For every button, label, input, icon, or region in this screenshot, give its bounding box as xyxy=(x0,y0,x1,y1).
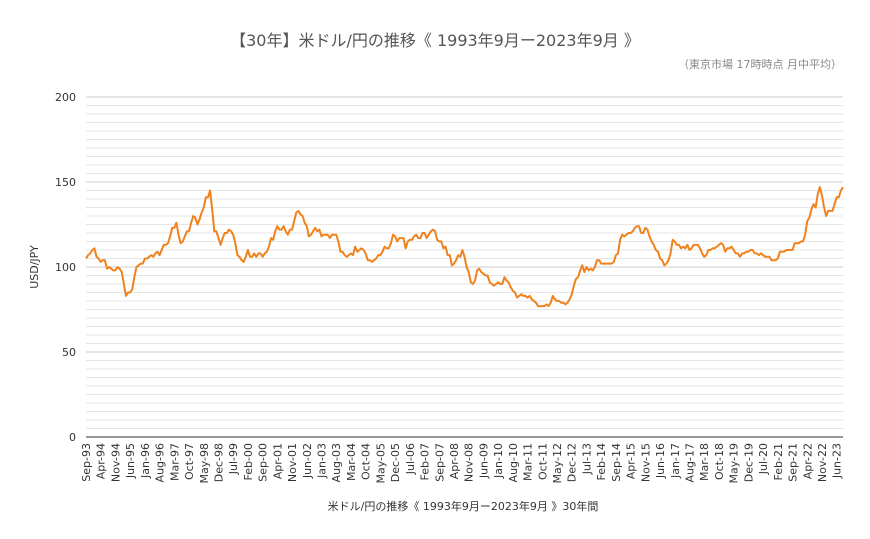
x-tick-label: Oct-04 xyxy=(360,443,373,480)
x-tick-label: Mar-97 xyxy=(168,443,181,481)
x-tick-label: Feb-14 xyxy=(595,443,608,480)
x-tick-label: Aug-96 xyxy=(154,443,167,482)
x-tick-label: Jul-99 xyxy=(227,443,240,475)
x-tick-label: Dec-19 xyxy=(742,443,755,482)
x-tick-label: Aug-03 xyxy=(330,443,343,482)
y-axis-label: USD/JPY xyxy=(28,245,41,289)
x-tick-label: Jun-95 xyxy=(124,443,137,479)
x-tick-label: May-98 xyxy=(198,443,211,484)
x-tick-label: Dec-12 xyxy=(566,443,579,482)
y-tick-label: 0 xyxy=(69,431,76,444)
x-tick-label: Oct-97 xyxy=(183,443,196,480)
x-tick-label: Sep-00 xyxy=(257,443,270,482)
chart-subtitle: （東京市場 17時時点 月中平均） xyxy=(678,57,842,71)
x-tick-label: Jul-06 xyxy=(404,443,417,475)
y-tick-label: 50 xyxy=(62,346,76,359)
x-tick-label: Feb-00 xyxy=(242,443,255,480)
x-tick-label: Jan-03 xyxy=(316,443,329,479)
x-tick-label: Sep-93 xyxy=(80,443,93,482)
x-tick-label: May-05 xyxy=(374,443,387,484)
x-tick-label: Dec-98 xyxy=(212,443,225,482)
x-tick-label: Apr-15 xyxy=(625,443,638,479)
x-tick-label: Aug-10 xyxy=(507,443,520,482)
x-tick-label: Nov-15 xyxy=(639,443,652,482)
x-tick-label: Nov-08 xyxy=(463,443,476,482)
x-tick-label: Nov-94 xyxy=(109,443,122,482)
x-tick-label: Feb-07 xyxy=(419,443,432,480)
x-tick-label: May-19 xyxy=(728,443,741,484)
x-tick-label: Jul-20 xyxy=(757,443,770,475)
x-tick-label: Mar-04 xyxy=(345,443,358,481)
x-tick-label: Jun-09 xyxy=(477,443,490,479)
x-axis-label: 米ドル/円の推移《 1993年9月ー2023年9月 》30年間 xyxy=(328,499,599,513)
y-tick-label: 200 xyxy=(55,91,76,104)
x-tick-label: Sep-14 xyxy=(610,443,623,482)
x-tick-label: Jan-17 xyxy=(669,443,682,479)
x-tick-label: Sep-07 xyxy=(433,443,446,482)
x-tick-label: Oct-11 xyxy=(536,443,549,480)
x-tick-label: Nov-22 xyxy=(816,443,829,482)
x-tick-label: Aug-17 xyxy=(683,443,696,482)
x-tick-label: Dec-05 xyxy=(389,443,402,482)
x-tick-label: Feb-21 xyxy=(772,443,785,480)
y-tick-label: 100 xyxy=(55,261,76,274)
y-tick-label: 150 xyxy=(55,176,76,189)
x-tick-label: Nov-01 xyxy=(286,443,299,482)
x-tick-label: Sep-21 xyxy=(787,443,800,482)
data-line xyxy=(85,186,844,308)
x-tick-label: Jul-13 xyxy=(580,443,593,475)
x-tick-label: Jan-10 xyxy=(492,443,505,479)
x-tick-label: Jun-23 xyxy=(831,443,844,479)
x-tick-label: Apr-22 xyxy=(801,443,814,479)
x-tick-label: Jun-16 xyxy=(654,443,667,479)
x-tick-label: Mar-11 xyxy=(522,443,535,481)
x-tick-label: Apr-94 xyxy=(95,443,108,479)
x-tick-label: Apr-08 xyxy=(448,443,461,479)
x-tick-label: Apr-01 xyxy=(271,443,284,479)
chart-title: 【30年】米ドル/円の推移《 1993年9月ー2023年9月 》 xyxy=(230,31,640,50)
x-tick-label: May-12 xyxy=(551,443,564,484)
x-tick-label: Oct-18 xyxy=(713,443,726,480)
x-tick-label: Mar-18 xyxy=(698,443,711,481)
x-tick-label: Jun-02 xyxy=(301,443,314,479)
x-tick-label: Jan-96 xyxy=(139,443,152,479)
